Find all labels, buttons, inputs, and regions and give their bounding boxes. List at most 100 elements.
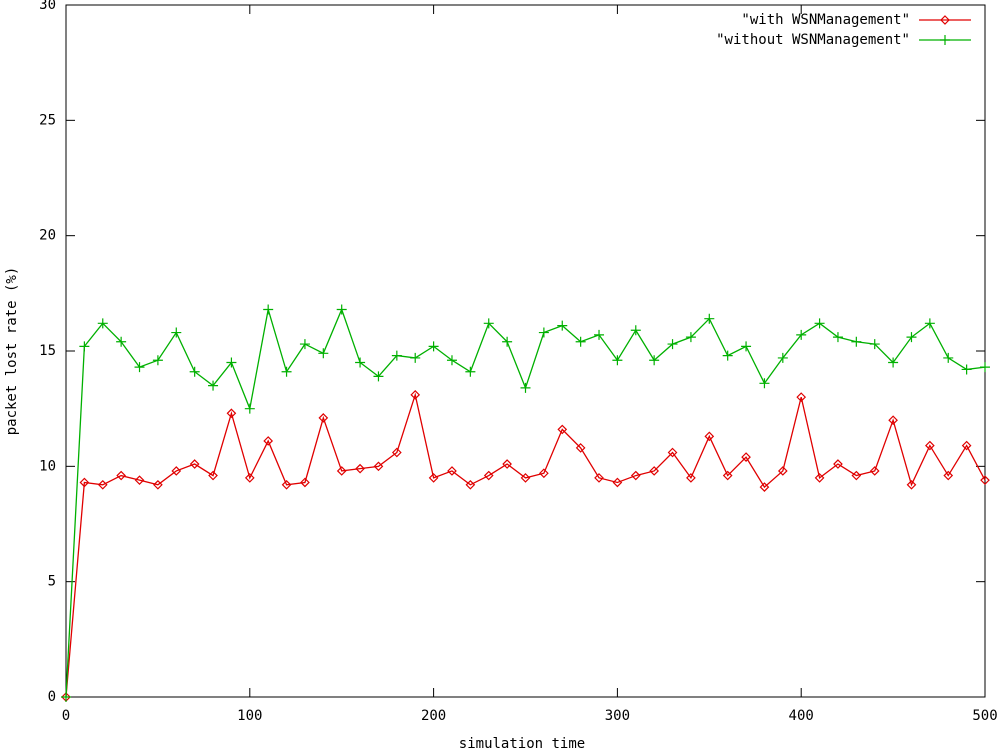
data-point (722, 470, 733, 481)
data-point (336, 466, 347, 476)
data-point (483, 470, 494, 481)
data-point (263, 304, 274, 315)
data-point (594, 473, 604, 483)
data-point (741, 452, 751, 462)
data-point (446, 355, 457, 366)
data-point (428, 473, 439, 483)
data-point (943, 470, 954, 481)
data-point (741, 341, 752, 352)
data-point (906, 332, 917, 343)
data-point (925, 440, 935, 451)
data-point (97, 318, 108, 329)
data-point (152, 355, 163, 366)
data-point (869, 339, 880, 350)
data-point (447, 466, 457, 476)
data-point (226, 408, 237, 419)
data-point (226, 357, 237, 368)
data-point (888, 415, 898, 426)
data-point (557, 320, 568, 331)
data-point (263, 436, 274, 446)
data-point (189, 459, 200, 469)
data-point (980, 475, 990, 486)
data-point (153, 479, 163, 490)
data-point (612, 477, 623, 488)
data-point (833, 459, 843, 469)
data-point (465, 479, 476, 490)
data-point (116, 336, 127, 347)
data-point (612, 355, 623, 366)
x-tick-label: 400 (789, 708, 814, 724)
y-tick-label: 20 (39, 228, 56, 244)
data-point (630, 470, 641, 481)
data-point (980, 362, 990, 373)
data-point (924, 318, 935, 329)
x-tick-label: 100 (237, 708, 262, 724)
data-point (244, 473, 255, 483)
x-tick-label: 0 (62, 708, 70, 724)
data-point (428, 341, 439, 352)
y-tick-label: 15 (39, 343, 56, 359)
legend-marker (940, 35, 950, 45)
data-point (943, 352, 954, 363)
data-point (630, 325, 641, 336)
data-point (777, 352, 788, 363)
data-point (722, 350, 733, 361)
data-point (244, 403, 255, 414)
data-point (391, 447, 402, 458)
data-point (851, 470, 862, 481)
data-point (520, 382, 531, 393)
data-point (814, 473, 825, 483)
data-point (300, 477, 310, 488)
data-point (281, 366, 292, 377)
data-point (704, 313, 715, 324)
x-tick-label: 200 (421, 708, 446, 724)
data-point (649, 466, 660, 476)
data-point (391, 350, 402, 361)
data-point (869, 466, 880, 476)
data-point (851, 336, 862, 347)
series-line (65, 307, 986, 698)
y-tick-label: 10 (39, 458, 56, 474)
data-point (649, 355, 660, 366)
data-point (189, 366, 200, 377)
data-point (61, 692, 71, 702)
data-point (97, 479, 108, 490)
data-point (355, 463, 365, 474)
x-tick-label: 500 (972, 708, 997, 724)
data-point (961, 440, 972, 451)
data-point (557, 424, 568, 435)
data-point (777, 466, 788, 476)
data-point (759, 378, 770, 389)
data-point (538, 327, 549, 338)
data-point (483, 318, 494, 329)
data-point (116, 470, 126, 481)
data-point (704, 431, 715, 442)
data-point (667, 447, 678, 458)
data-point (796, 329, 807, 340)
x-axis-label: simulation time (459, 736, 585, 752)
data-point (336, 304, 347, 315)
legend-marker (940, 15, 950, 25)
data-point (134, 475, 145, 486)
data-point (465, 366, 476, 377)
data-point (502, 336, 513, 347)
y-tick-label: 5 (48, 574, 56, 590)
legend-label: "with WSNManagement" (741, 12, 910, 28)
data-point (539, 468, 549, 479)
data-point (208, 380, 219, 391)
y-tick-label: 25 (39, 112, 56, 128)
data-point (134, 362, 145, 373)
data-point (373, 461, 384, 472)
data-point (171, 466, 182, 476)
data-point (208, 470, 218, 481)
data-point (888, 357, 899, 368)
data-point (520, 473, 531, 483)
data-point (594, 329, 605, 340)
data-point (686, 473, 696, 483)
data-point (814, 318, 825, 329)
data-point (79, 341, 90, 352)
data-point (685, 332, 696, 343)
data-point (171, 327, 182, 338)
x-tick-label: 300 (605, 708, 630, 724)
